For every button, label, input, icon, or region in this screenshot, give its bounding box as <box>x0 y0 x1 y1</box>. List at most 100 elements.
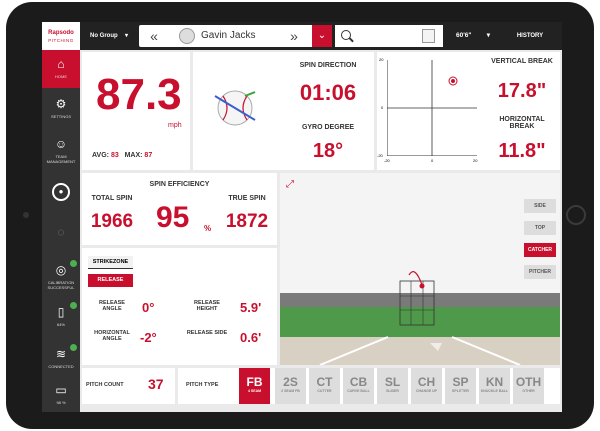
status-badge <box>70 344 77 351</box>
team-icon: ☺ <box>54 137 68 151</box>
avg-value: 83 <box>110 152 119 159</box>
baseball-spin-graphic <box>214 90 256 126</box>
sidebar: ⌂ HOME ⚙ SETTINGS ☺ TEAM MANAGEMENT ● ◌ ◎ CA… <box>42 50 80 412</box>
pitch-name: CURVE BALL <box>347 389 370 393</box>
x-tick-left: -20 <box>384 158 390 163</box>
sidebar-item-label: CONNECTED <box>48 364 74 369</box>
distance-selector[interactable]: 60'6" ▾ <box>446 28 494 44</box>
y-tick-top: 20 <box>379 57 384 62</box>
tablet-frame: Rapsodo PITCHING No Group ▾ « Gavin Jacks … <box>6 2 594 429</box>
tab-release[interactable]: RELEASE <box>88 274 133 287</box>
horizontal-angle-value: -2° <box>140 330 157 345</box>
notes-icon[interactable] <box>422 29 435 43</box>
sidebar-item-settings[interactable]: ⚙ SETTINGS <box>42 90 80 128</box>
pitch-type-sp[interactable]: SP SPLITTER <box>445 368 476 404</box>
pitch-type-cb[interactable]: CB CURVE BALL <box>343 368 374 404</box>
view-catcher-button[interactable]: CATCHER <box>524 243 556 257</box>
home-button[interactable] <box>566 205 586 225</box>
disabled-item: ◌ <box>42 218 80 256</box>
pitch-name: CHANGE UP <box>415 389 437 393</box>
release-height-label: RELEASE HEIGHT <box>194 300 220 312</box>
device-status[interactable]: ▯ 64% <box>42 298 80 336</box>
pitch-code: CB <box>349 375 368 389</box>
field-scene <box>280 271 560 365</box>
break-panel: 20 0 -20 -20 0 20 VERTICAL BREAK 17.8" H… <box>377 52 560 170</box>
pitch-code: FB <box>246 375 263 389</box>
battery-icon: ▭ <box>55 383 67 397</box>
break-plot: 20 0 -20 -20 0 20 <box>377 57 477 163</box>
player-dropdown-button[interactable]: ⌄ <box>312 25 332 47</box>
group-selector[interactable]: No Group ▾ <box>82 28 134 44</box>
group-label: No Group <box>90 33 118 39</box>
view-top-button[interactable]: TOP <box>524 221 556 235</box>
app-screen: Rapsodo PITCHING No Group ▾ « Gavin Jacks … <box>42 22 562 412</box>
pitch-code: CT <box>316 375 333 389</box>
release-side-value: 0.6' <box>240 330 262 345</box>
pitch-code: SL <box>384 375 401 389</box>
spin-direction-value: 01:06 <box>299 80 357 105</box>
pitch-type-fb[interactable]: FB 4 SEAM <box>239 368 270 404</box>
chevron-down-icon: ▾ <box>486 32 490 39</box>
pitch-type-ch[interactable]: CH CHANGE UP <box>411 368 442 404</box>
view-pitcher-button[interactable]: PITCHER <box>524 265 556 279</box>
release-height-value: 5.9' <box>240 300 262 315</box>
pitch-type-sl[interactable]: SL SLIDER <box>377 368 408 404</box>
record-button[interactable]: ● <box>42 176 80 214</box>
spin-efficiency-label: SPIN EFFICIENCY <box>149 181 210 188</box>
spin-direction-panel: SPIN DIRECTION 01:06 GYRO DEGREE 18° <box>193 52 374 170</box>
field-view: ⤢ SIDE TOP CATCHER PITCHER <box>280 173 560 365</box>
pitch-name: CUTTER <box>317 389 332 393</box>
pitch-break-marker <box>448 76 458 86</box>
tab-strikezone[interactable]: STRIKEZONE <box>88 256 133 269</box>
x-tick-mid: 0 <box>431 158 434 163</box>
pitch-code: SP <box>452 375 469 389</box>
pitch-name: OTHER <box>522 389 535 393</box>
calibration-status[interactable]: ◎ CALIBRATION SUCCESSFUL <box>42 256 80 294</box>
release-side-label: RELEASE SIDE <box>186 330 228 336</box>
history-button[interactable]: HISTORY <box>516 33 544 39</box>
gyro-degree-label: GYRO DEGREE <box>301 124 355 131</box>
pitch-name: SPLITTER <box>452 389 469 393</box>
pitch-name: 4 SEAM <box>247 389 262 393</box>
spin-efficiency-panel: SPIN EFFICIENCY TOTAL SPIN 1966 95 % TRU… <box>82 173 277 245</box>
pitch-type-2s[interactable]: 2S 2 SEAM FB <box>275 368 306 404</box>
sidebar-item-label: 64% <box>56 322 65 327</box>
release-angle-label: RELEASE ANGLE <box>99 300 125 312</box>
total-spin-value: 1966 <box>90 211 134 232</box>
sidebar-item-label: HOME <box>55 74 67 79</box>
sidebar-item-label: SETTINGS <box>50 114 71 119</box>
pitch-type-ct[interactable]: CT CUTTER <box>309 368 340 404</box>
pitch-type-oth[interactable]: OTH OTHER <box>513 368 544 404</box>
search-icon[interactable] <box>341 30 351 40</box>
calibration-icon: ◎ <box>55 263 67 277</box>
avg-label: AVG: <box>92 152 109 159</box>
max-label: MAX: <box>124 152 143 159</box>
distance-label: 60'6" <box>456 32 472 39</box>
search-bar[interactable] <box>335 25 443 47</box>
release-angle-value: 0° <box>142 300 155 315</box>
sidebar-item-label: 98 % <box>56 400 66 405</box>
spin-efficiency-value: 95 <box>156 201 190 234</box>
velocity-value: 87.3 <box>96 70 182 119</box>
pitch-code: OTH <box>515 375 542 389</box>
record-icon: ● <box>52 183 70 201</box>
horizontal-break-label: HORIZONTAL BREAK <box>499 116 545 130</box>
status-badge <box>70 302 77 309</box>
spin-efficiency-unit: % <box>204 224 212 233</box>
view-side-button[interactable]: SIDE <box>524 199 556 213</box>
expand-icon[interactable]: ⤢ <box>286 179 294 190</box>
sidebar-item-home[interactable]: ⌂ HOME <box>42 50 80 88</box>
pitch-type-kn[interactable]: KN KNUCKLE BALL <box>479 368 510 404</box>
velocity-unit: mph <box>168 122 182 129</box>
connection-status[interactable]: ≋ CONNECTED <box>42 340 80 378</box>
pitch-type-label: PITCH TYPE <box>186 382 219 388</box>
pitch-code: 2S <box>283 375 298 389</box>
home-icon: ⌂ <box>57 57 65 71</box>
next-player-button[interactable]: » <box>290 28 298 44</box>
camera <box>23 212 29 218</box>
break-plot-axes <box>387 60 477 156</box>
prev-player-button[interactable]: « <box>150 28 158 44</box>
max-value: 87 <box>144 152 153 159</box>
vertical-break-label: VERTICAL BREAK <box>491 58 553 65</box>
sidebar-item-team[interactable]: ☺ TEAM MANAGEMENT <box>42 130 80 168</box>
